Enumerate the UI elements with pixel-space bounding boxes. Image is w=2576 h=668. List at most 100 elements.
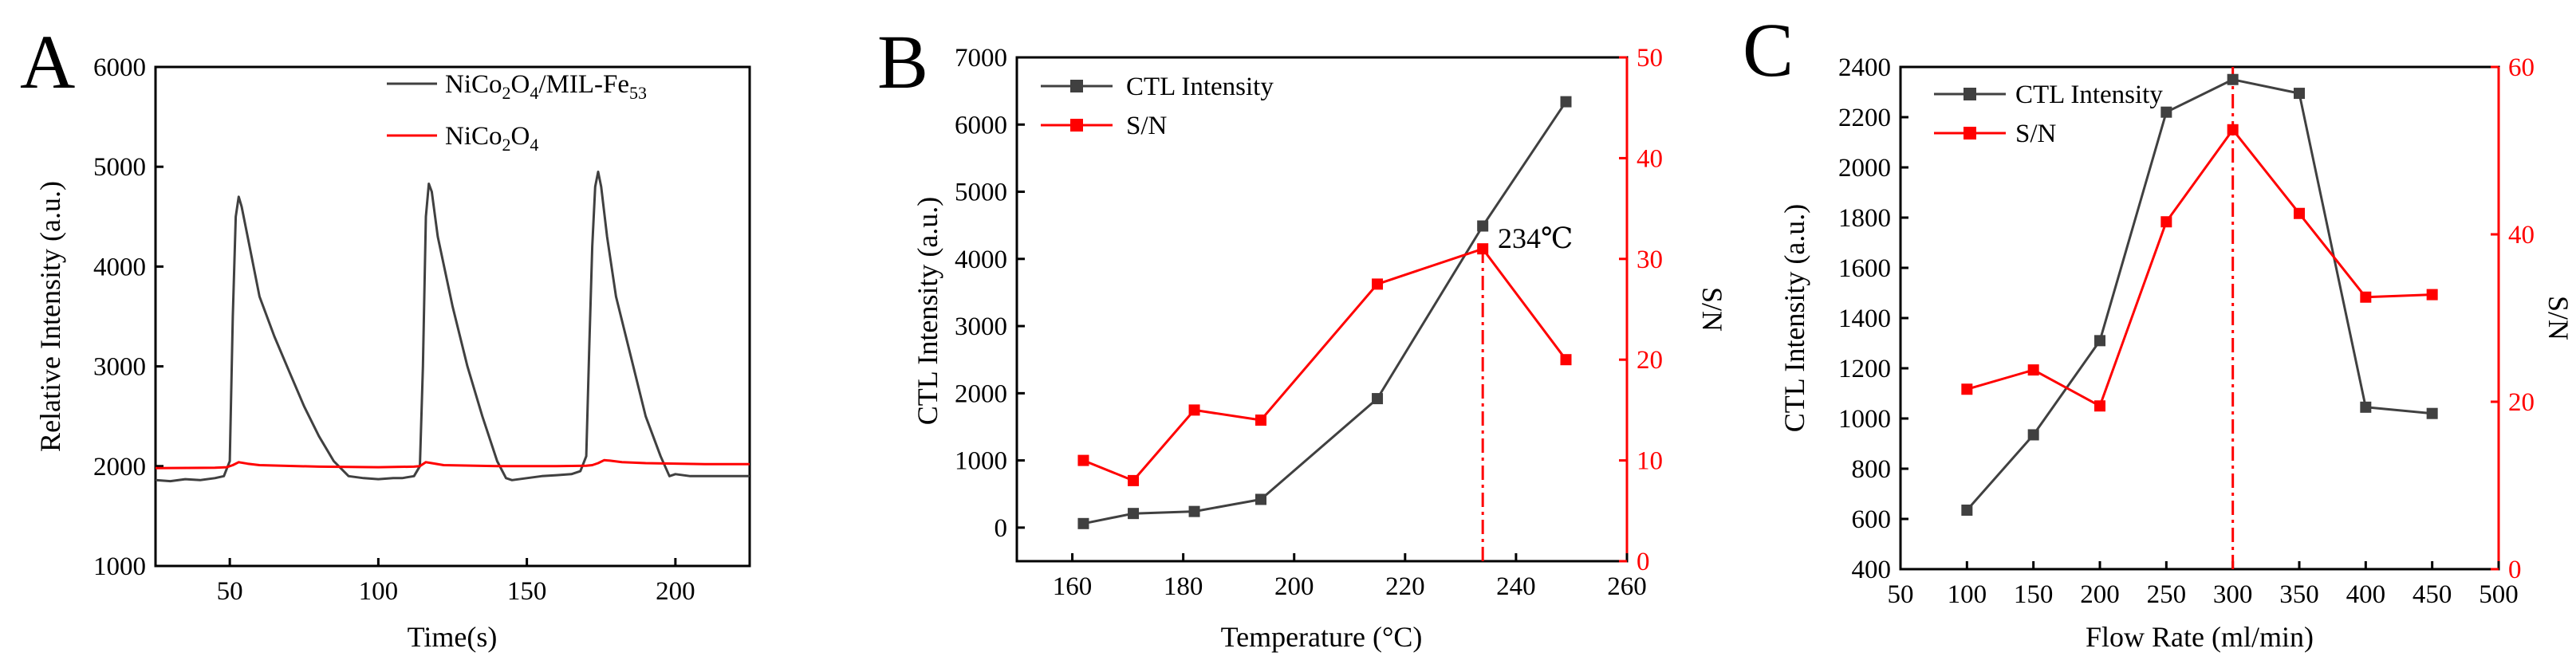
- panel-b: B 160 180 200 220 240 26001000200030004000500…: [877, 19, 1728, 653]
- y-tick-label-c-5: 1400: [1838, 305, 1891, 333]
- series-line-b-sn: [1082, 247, 1567, 482]
- data-point-c-ctl-2: [2094, 335, 2105, 347]
- data-point-b-ctl-1: [1128, 508, 1140, 520]
- series-line-c-ctl: [1966, 78, 2432, 511]
- legend-label-sn-c: S/N: [2015, 120, 2057, 148]
- x-tick-label-a-3: 200: [656, 577, 695, 606]
- y2-tick-label-c-0: 0: [2508, 556, 2522, 584]
- y-tick-label-b-2: 2000: [955, 379, 1007, 408]
- y-tick-label-a-2: 3000: [93, 353, 146, 382]
- panel-c: C 50 100 150 200 250 300 350 400 450 500400600800…: [1743, 7, 2574, 653]
- data-point-c-ctl-7: [2426, 407, 2438, 419]
- x-tick-label-c-5: 300: [2213, 580, 2253, 609]
- y-tick-label-a-1: 2000: [93, 453, 146, 481]
- data-point-b-ctl-5: [1477, 220, 1489, 232]
- y2-tick-label-c-1: 20: [2508, 388, 2535, 417]
- x-tick-label-a-0: 50: [217, 577, 243, 606]
- panel-a: A 50 100 150 200 1000 2000 3000 4000 5000 6000 Ti…: [20, 19, 751, 653]
- legend-label-nico2o4: NiCo2O4: [445, 122, 538, 155]
- y-tick-label-a-5: 6000: [93, 53, 146, 82]
- legend-label-sn-b: S/N: [1126, 112, 1168, 140]
- series-group-c: [1961, 67, 2438, 569]
- series-group-b: [1077, 96, 1572, 561]
- y2-tick-label-b-3: 30: [1637, 246, 1663, 274]
- data-point-c-sn-5: [2294, 207, 2305, 219]
- legend-marker-sn-c: [1964, 127, 1976, 139]
- data-point-c-ctl-6: [2360, 401, 2372, 413]
- y-tick-label-c-2: 800: [1852, 455, 1892, 484]
- x-tick-label-c-9: 500: [2479, 580, 2519, 609]
- legend-label-ctl-b: CTL Intensity: [1126, 73, 1274, 101]
- y2-tick-label-b-2: 20: [1637, 346, 1663, 375]
- data-point-c-sn-2: [2094, 400, 2105, 412]
- y-tick-label-b-7: 7000: [955, 44, 1007, 73]
- series-line-a-nico: [155, 458, 750, 470]
- y-axis-label-b: CTL Intensity (a.u.): [912, 197, 943, 426]
- data-point-c-ctl-3: [2160, 106, 2172, 118]
- data-point-c-sn-3: [2160, 216, 2172, 228]
- data-point-b-sn-0: [1077, 454, 1089, 466]
- data-point-c-sn-1: [2027, 364, 2039, 376]
- y-tick-label-c-3: 1000: [1838, 405, 1891, 434]
- data-point-c-ctl-4: [2227, 73, 2239, 85]
- legend-a: NiCo2O4/MIL-Fe53 NiCo2O4: [387, 70, 647, 155]
- x-tick-label-c-1: 100: [1948, 580, 1987, 609]
- y2-axis-label-b: S/N: [1696, 287, 1728, 332]
- x-tick-label-c-0: 50: [1888, 580, 1914, 609]
- x-tick-label-c-4: 250: [2147, 580, 2187, 609]
- y-tick-label-c-0: 400: [1852, 556, 1892, 584]
- data-point-c-sn-6: [2360, 291, 2372, 303]
- x-tick-label-c-7: 400: [2346, 580, 2386, 609]
- y-tick-label-b-1: 1000: [955, 447, 1007, 476]
- legend-label-ctl-c: CTL Intensity: [2015, 81, 2163, 109]
- y-tick-label-b-4: 4000: [955, 246, 1007, 274]
- data-point-b-ctl-6: [1560, 96, 1572, 108]
- x-tick-label-c-8: 450: [2413, 580, 2452, 609]
- panel-label-c: C: [1743, 7, 1794, 92]
- data-point-b-ctl-3: [1255, 493, 1266, 505]
- data-point-b-sn-1: [1128, 474, 1140, 486]
- data-point-c-ctl-1: [2027, 429, 2039, 441]
- y-tick-label-b-0: 0: [995, 514, 1008, 543]
- y2-tick-label-c-3: 60: [2508, 53, 2535, 82]
- series-line-c-sn: [1966, 128, 2432, 407]
- y-tick-label-c-9: 2200: [1838, 104, 1891, 132]
- data-point-b-ctl-4: [1372, 393, 1384, 405]
- y-tick-label-a-0: 1000: [93, 552, 146, 581]
- x-tick-label-b-5: 260: [1607, 572, 1647, 601]
- y2-tick-label-b-4: 40: [1637, 144, 1663, 173]
- series-line-b-ctl: [1083, 100, 1567, 525]
- data-point-b-sn-3: [1255, 415, 1266, 426]
- plot-frame-a: [154, 65, 751, 568]
- data-point-b-sn-2: [1188, 404, 1200, 416]
- y-axis-label-a: Relative Intensity (a.u.): [34, 181, 66, 452]
- data-point-b-sn-5: [1477, 243, 1489, 255]
- x-tick-label-c-2: 150: [2014, 580, 2054, 609]
- panel-label-a: A: [20, 19, 75, 104]
- x-tick-label-c-3: 200: [2080, 580, 2120, 609]
- y2-tick-label-b-0: 0: [1637, 548, 1650, 576]
- y-tick-label-c-8: 2000: [1838, 154, 1891, 183]
- annotation-234c: 234℃: [1498, 222, 1573, 254]
- y2-tick-label-b-5: 50: [1637, 44, 1663, 73]
- y-tick-label-c-1: 600: [1852, 505, 1892, 534]
- x-tick-label-b-0: 160: [1053, 572, 1093, 601]
- data-point-b-ctl-2: [1188, 505, 1200, 517]
- series-group-a: [155, 171, 750, 483]
- data-point-b-sn-4: [1372, 278, 1384, 290]
- panel-label-b: B: [877, 19, 928, 104]
- y-tick-label-a-3: 4000: [93, 253, 146, 281]
- data-point-c-sn-4: [2227, 124, 2239, 136]
- x-axis-label-c: Flow Rate (ml/min): [2086, 621, 2314, 653]
- data-point-b-ctl-0: [1077, 517, 1089, 529]
- y-tick-label-c-6: 1600: [1838, 254, 1891, 283]
- y-tick-label-b-3: 3000: [955, 312, 1007, 341]
- x-tick-label-a-2: 150: [507, 577, 547, 606]
- y-tick-label-b-5: 5000: [955, 179, 1007, 207]
- data-point-c-ctl-5: [2294, 88, 2305, 100]
- y-tick-label-c-4: 1200: [1838, 355, 1891, 383]
- y2-axis-label-c: S/N: [2543, 296, 2574, 340]
- y-axis-label-c: CTL Intensity (a.u.): [1778, 204, 1810, 433]
- x-tick-label-b-3: 220: [1385, 572, 1425, 601]
